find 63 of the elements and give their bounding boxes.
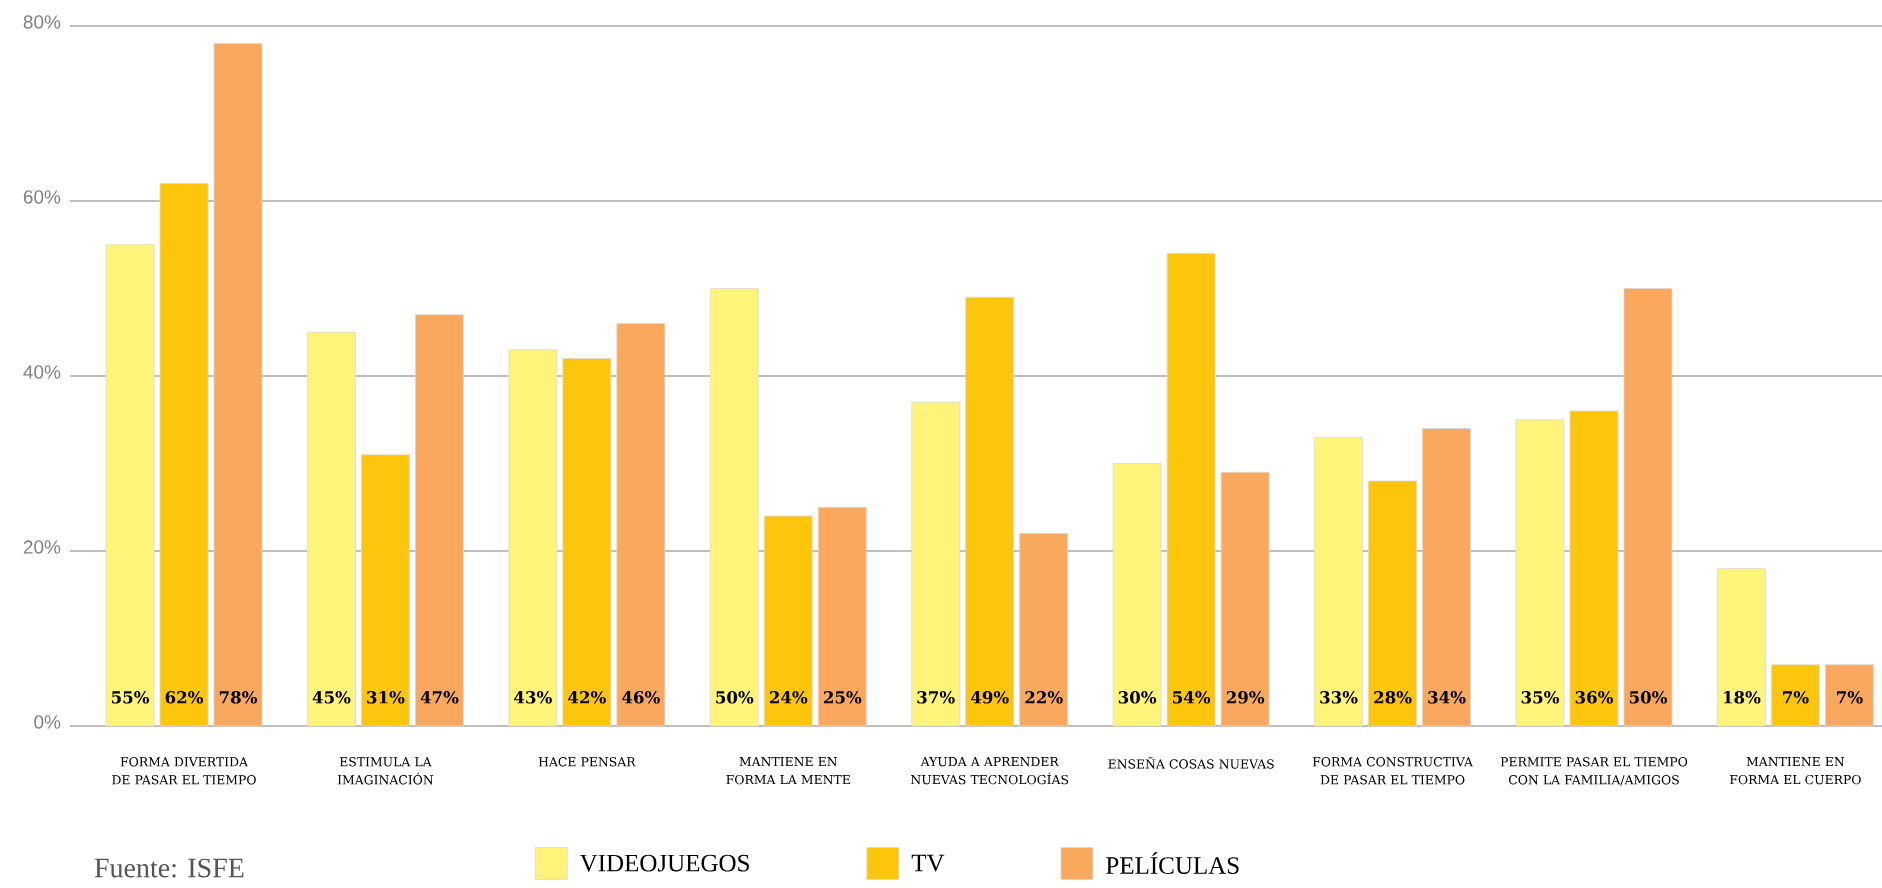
data-label: 34% — [1428, 691, 1466, 704]
data-label: 35% — [1521, 691, 1560, 704]
bar — [1314, 436, 1363, 727]
data-label: 33% — [1320, 691, 1358, 704]
data-label: 42% — [568, 691, 606, 704]
bar — [159, 183, 209, 727]
bar — [1771, 664, 1820, 727]
bar — [1019, 533, 1069, 727]
bar — [213, 43, 263, 727]
data-label: 24% — [769, 691, 808, 704]
data-label: 49% — [970, 691, 1009, 704]
y-tick-label: 80% — [23, 15, 61, 29]
legend-label: TV — [911, 854, 945, 872]
source-note: Fuente: ISFE — [94, 858, 244, 878]
data-label: 29% — [1226, 691, 1265, 704]
y-tick-label: 40% — [23, 365, 61, 379]
bar — [562, 358, 612, 727]
data-label: 7% — [1783, 691, 1809, 704]
bar — [307, 331, 356, 727]
y-tick-label: 0% — [34, 715, 61, 729]
bar — [1220, 471, 1270, 727]
bar — [1569, 410, 1619, 727]
data-label: 54% — [1173, 691, 1211, 704]
data-label: 43% — [514, 691, 552, 704]
data-label: 31% — [367, 691, 405, 704]
data-label: 45% — [312, 691, 351, 704]
data-label: 62% — [165, 691, 204, 704]
bar — [965, 296, 1015, 727]
bar — [1368, 480, 1417, 727]
bar — [361, 454, 410, 727]
data-label: 46% — [622, 691, 660, 704]
bar — [616, 323, 666, 727]
data-label: 50% — [716, 691, 754, 704]
bar — [508, 349, 558, 727]
y-tick-label: 20% — [23, 540, 61, 554]
data-label: 50% — [1629, 691, 1668, 704]
data-label: 78% — [219, 691, 258, 704]
bar — [1717, 568, 1766, 727]
data-label: 28% — [1374, 691, 1412, 704]
bar — [709, 288, 759, 727]
bar — [817, 506, 867, 727]
data-label: 18% — [1724, 691, 1761, 704]
bar — [105, 244, 155, 727]
legend-label: VIDEOJUEGOS — [579, 854, 749, 872]
bar — [415, 314, 464, 727]
bar — [1623, 288, 1673, 727]
data-label: 36% — [1575, 691, 1614, 704]
data-label: 47% — [420, 691, 459, 704]
data-label: 37% — [917, 691, 955, 704]
bar — [1166, 253, 1216, 727]
bar — [1112, 463, 1162, 727]
bar — [763, 515, 813, 727]
bar — [911, 401, 961, 727]
bar — [1825, 664, 1874, 727]
y-tick-label: 60% — [23, 190, 61, 204]
data-label: 55% — [111, 691, 150, 704]
bar — [1422, 428, 1471, 727]
data-label: 30% — [1118, 691, 1157, 704]
legend-label: PELÍCULAS — [1106, 852, 1239, 874]
data-label: 25% — [823, 691, 862, 704]
bar — [1515, 419, 1565, 727]
data-label: 7% — [1837, 691, 1863, 704]
data-label: 22% — [1025, 691, 1063, 704]
